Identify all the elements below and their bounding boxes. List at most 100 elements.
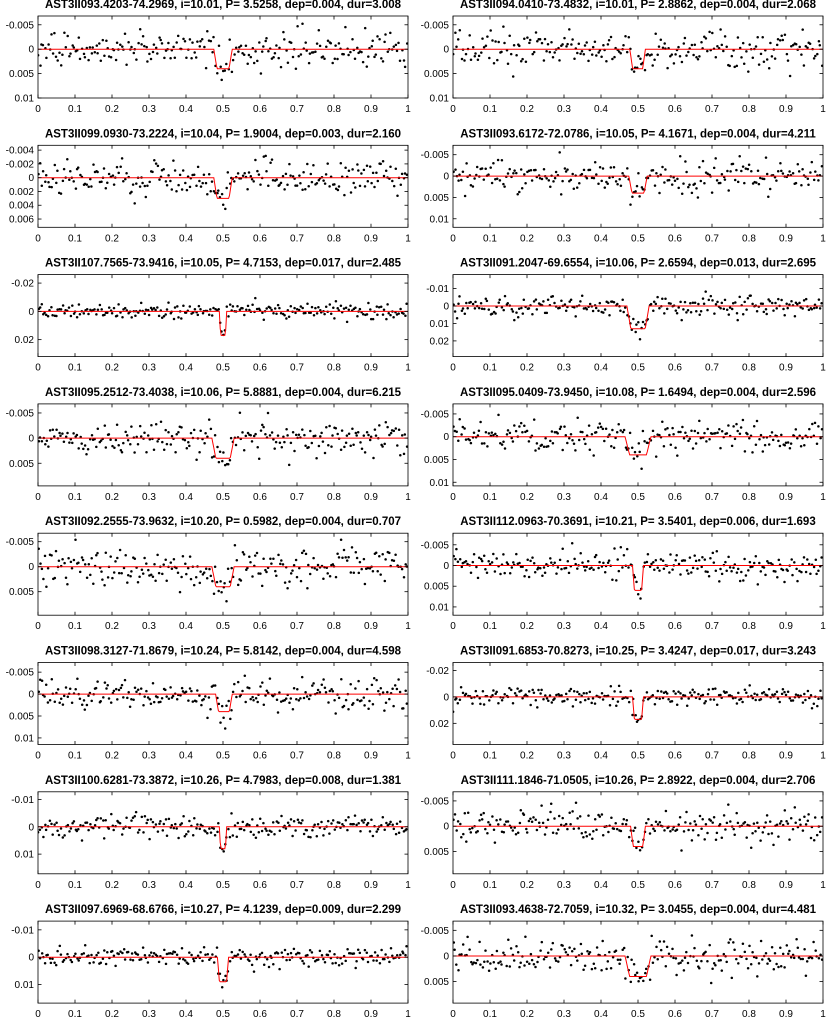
data-point bbox=[125, 309, 129, 312]
data-point bbox=[631, 839, 634, 842]
data-point bbox=[454, 557, 457, 561]
data-point bbox=[593, 431, 597, 434]
data-point bbox=[796, 694, 800, 697]
data-point bbox=[170, 310, 173, 313]
data-point bbox=[790, 45, 793, 48]
data-point bbox=[770, 55, 774, 58]
data-point bbox=[75, 49, 79, 52]
data-point bbox=[294, 184, 297, 187]
data-point bbox=[342, 307, 346, 310]
data-point bbox=[635, 184, 639, 188]
data-point bbox=[748, 824, 751, 828]
data-point bbox=[773, 176, 777, 179]
data-point bbox=[775, 823, 779, 826]
data-point bbox=[719, 181, 722, 185]
data-point bbox=[689, 301, 692, 305]
data-point bbox=[713, 312, 716, 315]
data-point bbox=[502, 831, 506, 834]
data-point bbox=[210, 180, 214, 183]
data-point bbox=[748, 294, 752, 297]
data-point bbox=[690, 191, 694, 195]
data-point bbox=[328, 689, 332, 693]
data-point bbox=[83, 182, 87, 186]
data-point bbox=[585, 434, 589, 437]
data-point bbox=[608, 704, 612, 707]
data-point bbox=[167, 952, 170, 955]
data-point bbox=[156, 164, 160, 168]
data-point bbox=[102, 819, 105, 822]
data-point bbox=[131, 183, 135, 186]
data-point bbox=[248, 824, 251, 827]
data-point bbox=[816, 704, 819, 708]
data-point bbox=[321, 55, 325, 58]
data-point bbox=[147, 313, 151, 317]
data-point bbox=[117, 688, 121, 692]
data-point bbox=[233, 180, 236, 183]
data-point bbox=[101, 176, 105, 180]
data-point bbox=[745, 50, 748, 53]
data-point bbox=[138, 958, 141, 961]
data-point bbox=[87, 58, 90, 62]
data-point bbox=[640, 467, 643, 470]
data-point bbox=[561, 304, 565, 308]
data-point bbox=[503, 294, 507, 298]
data-point bbox=[598, 954, 602, 957]
data-point bbox=[167, 565, 170, 569]
data-point bbox=[698, 697, 701, 701]
plot-frame bbox=[452, 274, 824, 358]
data-point bbox=[337, 696, 341, 700]
data-point bbox=[40, 303, 44, 306]
data-point bbox=[386, 303, 389, 306]
data-point bbox=[87, 185, 90, 189]
data-point bbox=[484, 949, 487, 952]
data-point bbox=[256, 169, 259, 173]
data-point bbox=[544, 694, 547, 697]
data-point bbox=[690, 694, 693, 697]
data-point bbox=[344, 306, 348, 310]
data-point bbox=[781, 952, 785, 956]
data-point bbox=[249, 830, 253, 834]
data-point bbox=[730, 307, 734, 311]
data-point bbox=[118, 548, 122, 552]
data-point bbox=[627, 835, 631, 839]
data-point bbox=[342, 704, 346, 708]
y-tick-label: -0.005 bbox=[421, 926, 450, 937]
data-point bbox=[396, 194, 399, 198]
data-point bbox=[598, 49, 602, 52]
data-point bbox=[92, 582, 95, 586]
data-point bbox=[212, 684, 215, 687]
data-point bbox=[624, 175, 627, 178]
data-point bbox=[466, 935, 469, 939]
data-point bbox=[574, 449, 577, 452]
data-point bbox=[386, 50, 390, 53]
data-point bbox=[356, 46, 359, 50]
data-point bbox=[539, 303, 542, 306]
data-point bbox=[109, 175, 113, 178]
data-point bbox=[810, 563, 814, 567]
data-point bbox=[619, 829, 623, 833]
data-point bbox=[242, 448, 246, 452]
data-point bbox=[495, 818, 498, 822]
data-point bbox=[88, 46, 92, 49]
data-point bbox=[687, 50, 690, 54]
data-point bbox=[601, 427, 605, 431]
data-point bbox=[699, 179, 703, 183]
data-point bbox=[38, 307, 41, 311]
data-point bbox=[809, 693, 813, 697]
data-point bbox=[402, 576, 406, 579]
data-point bbox=[69, 170, 72, 173]
data-point bbox=[402, 707, 405, 710]
data-point bbox=[793, 314, 797, 318]
data-point bbox=[157, 571, 161, 575]
data-point bbox=[778, 39, 782, 42]
data-point bbox=[511, 75, 515, 78]
data-point bbox=[509, 947, 513, 950]
data-point bbox=[574, 47, 578, 50]
data-point bbox=[783, 966, 786, 969]
data-point bbox=[746, 432, 749, 436]
data-point bbox=[551, 831, 555, 834]
data-point bbox=[326, 572, 329, 575]
data-point bbox=[602, 43, 605, 47]
data-point bbox=[400, 826, 404, 830]
data-point bbox=[516, 950, 520, 954]
